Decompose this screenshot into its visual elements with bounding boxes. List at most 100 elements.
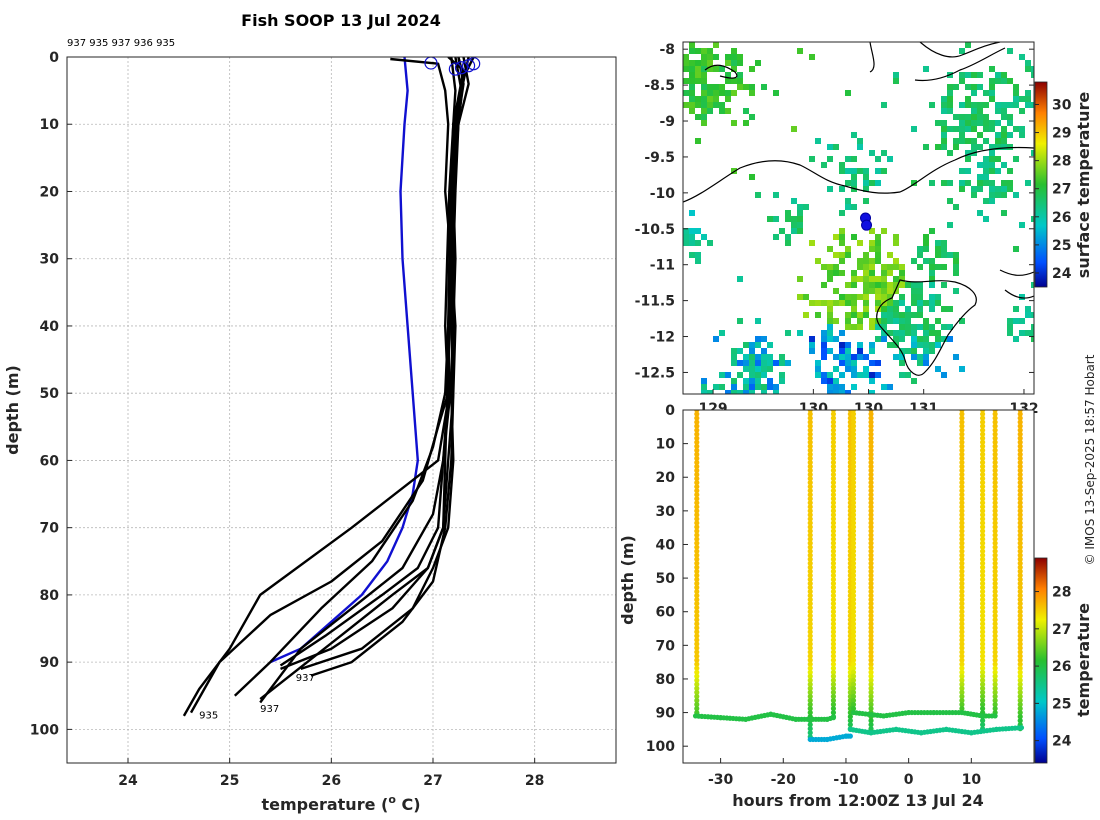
sst-cell [839,210,845,216]
cast-dot [850,508,857,514]
cast-dot [868,544,874,550]
cast-dot [850,548,857,554]
cast-dot [980,463,986,470]
sst-cell [923,234,929,240]
cast-dot [830,697,837,704]
cast-dot [992,552,998,558]
cast-dot [830,564,837,570]
cast-dot [980,492,986,498]
sst-cell [869,282,875,288]
cast-dot [807,601,813,607]
cast-dot [959,653,965,659]
sst-cell [701,48,707,54]
sst-cell [935,240,941,246]
cast-dot [868,528,874,534]
cast-dot [959,645,965,651]
cast-dot [694,439,700,445]
sst-cell [761,354,767,360]
cast-dot [1017,641,1023,647]
sst-cell [851,312,857,318]
sst-cell [713,66,719,72]
cast-dot [694,693,700,700]
sst-cell [1001,78,1007,84]
cast-dot [959,540,965,546]
sst-cell [899,312,905,318]
cast-dot [868,584,874,591]
cast-dot [694,641,700,647]
sst-cell [683,54,689,60]
cast-dot [980,516,986,522]
sst-cell [683,234,689,240]
sst-cell [707,90,713,96]
sst-cell [857,372,863,378]
cast-dot [868,455,874,462]
cast-dot [992,584,998,591]
sst-cell [875,180,881,186]
sst-cell [881,306,887,312]
sst-cell [893,336,899,342]
sst-cell [881,102,887,108]
cast-dot [980,459,986,466]
sst-cell [947,108,953,114]
sst-cell [971,138,977,144]
sst-cell [689,234,695,240]
cast-dot [807,540,813,546]
sst-cell [959,318,965,324]
cast-dot [868,431,874,437]
sst-cell [935,144,941,150]
sst-cell [755,372,761,378]
sst-cell [911,282,917,288]
sst-cell [857,324,863,330]
cast-dot [959,548,965,554]
profile-y-tick-label: 70 [40,521,60,537]
map-y-tick-label: -8.5 [644,78,675,94]
sst-cell [833,300,839,306]
cast-dot [694,677,700,683]
sst-cell [701,60,707,66]
cast-dot [850,597,857,603]
credit-text: © IMOS 13-Sep-2025 18:57 Hobart [1083,354,1097,565]
cast-dot [830,568,837,574]
profile-y-axis-label: depth (m) [3,365,22,455]
sst-cell [701,108,707,114]
cast-dot [992,681,998,687]
sst-cell [917,282,923,288]
cast-dot [830,427,837,433]
sst-cell [737,372,743,378]
sst-cell [839,342,845,348]
cast-dot [807,552,813,558]
sst-cell [1007,102,1013,108]
sst-cell [929,270,935,276]
sst-cell [863,198,869,204]
sst-cell [725,78,731,84]
cast-dot [959,411,965,417]
cast-dot [807,609,813,615]
sst-cell [977,162,983,168]
cast-dot [830,653,837,659]
sst-cell [701,384,707,390]
cast-dot [830,621,837,627]
cast-dot [959,633,965,639]
sst-cell [971,108,977,114]
sst-cell [827,186,833,192]
sst-cell [887,306,893,312]
cast-dot [959,617,965,623]
cast-dot [980,645,986,651]
profile-x-axis-label: temperature (o C) [261,793,420,814]
cast-dot [992,597,998,603]
cast-dot [850,653,857,659]
cast-dot [830,588,837,595]
cast-dot [1017,548,1023,554]
sst-cell [761,336,767,342]
sst-cell [839,186,845,192]
sst-cell [1001,192,1007,198]
cast-dot [807,528,813,534]
sst-cell [1001,180,1007,186]
cast-dot [1017,512,1023,518]
cast-dot [830,641,837,647]
cast-dot [807,592,813,599]
map-colorbar-tick-label: 26 [1052,210,1071,226]
sst-cell [887,156,893,162]
sst-cell [863,306,869,312]
sst-cell [821,300,827,306]
